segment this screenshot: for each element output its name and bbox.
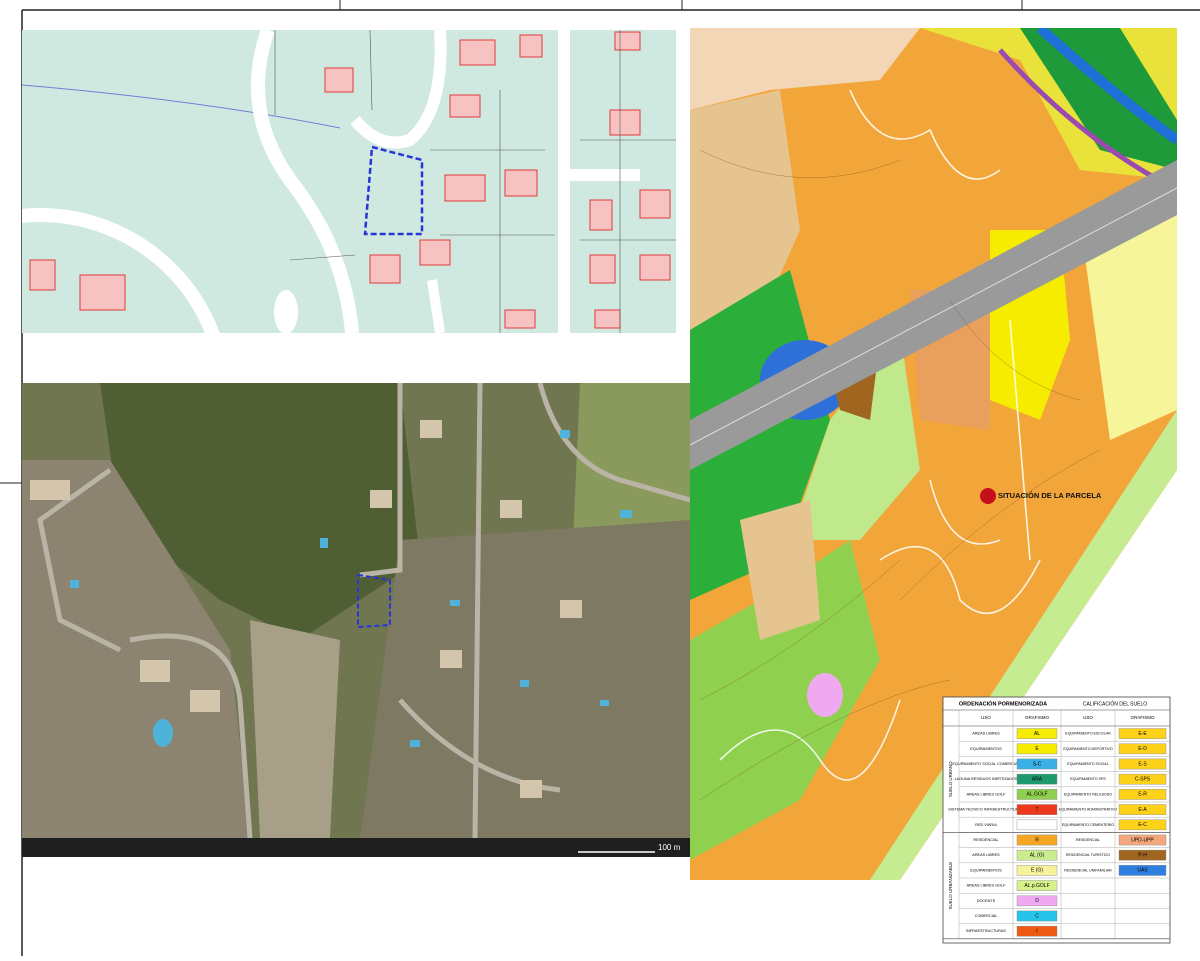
- legend-code: E-D: [1138, 746, 1147, 752]
- legend-use: RESIDENCIAL: [973, 838, 998, 842]
- legend-code: AL.p.GOLF: [1024, 883, 1049, 889]
- legend-use: COMERCIAL: [975, 914, 998, 918]
- legend-code: P-H: [1138, 853, 1147, 859]
- legend-use: INFRAESTRUCTURAS: [966, 929, 1006, 933]
- legend-code: S-C: [1033, 761, 1042, 767]
- legend-use: AREAS LIBRES: [972, 732, 1000, 736]
- legend-code: E (G): [1031, 868, 1043, 874]
- legend-code: E-C: [1138, 822, 1147, 828]
- legend-use: SISTEMA TECNICO INFRAESTRUCTURAS: [948, 808, 1024, 812]
- legend-group: SUELO URBANIZABLE: [948, 862, 953, 910]
- legend-code: AL.GOLF: [1026, 792, 1047, 798]
- legend-use: RESIDENCIAL UNIFAMILIAR: [1064, 868, 1112, 872]
- legend-swatch: [1118, 834, 1167, 846]
- legend-swatch: [1118, 773, 1167, 785]
- legend: ORDENACIÓN PORMENORIZADA CALIFICACIÓN DEL…: [942, 696, 1171, 944]
- legend-title: ORDENACIÓN PORMENORIZADA: [959, 699, 1047, 707]
- legend-swatch: [1016, 895, 1058, 907]
- legend-swatch: [1016, 865, 1058, 876]
- legend-use: RESIDENCIAL: [1076, 838, 1100, 842]
- legend-swatch: [1118, 804, 1167, 815]
- legend-swatch: [1016, 910, 1058, 922]
- legend-code: E: [1035, 746, 1039, 752]
- legend-use: EQUIPAMIENTO CEMENTERIO: [1062, 823, 1114, 827]
- parcel-label: SITUACIÓN DE LA PARCELA: [998, 491, 1102, 500]
- legend-code: ARA: [1032, 777, 1043, 783]
- legend-use: EQUIPAMIENTOS: [970, 868, 1002, 872]
- legend-code: AL: [1034, 731, 1040, 737]
- legend-swatch: [1016, 880, 1058, 891]
- legend-code: E-S: [1138, 761, 1147, 767]
- legend-swatch: [1016, 773, 1058, 785]
- scale-strip: [22, 838, 690, 857]
- legend-header: USO: [981, 715, 991, 720]
- legend-use: EQUIPAMIENTO RELIGIOSO: [1064, 792, 1112, 796]
- legend-code: I: [1036, 929, 1037, 935]
- legend-use: EQUIPAMIENTO ADMINISTRATIVO: [1059, 808, 1118, 812]
- zoning-map: [690, 28, 1177, 880]
- scale-label: 100 m: [658, 843, 681, 852]
- parcel-marker: [980, 488, 996, 504]
- legend-swatch: [1016, 925, 1058, 937]
- cadastral-map: [22, 30, 676, 333]
- legend-code: E-E: [1138, 731, 1147, 737]
- legend-use: EQUIPAMIENTO SOCIAL COMERCIAL: [952, 762, 1019, 766]
- legend-code: UAS: [1137, 868, 1148, 874]
- legend-swatch: [1016, 849, 1058, 861]
- legend-header: USO: [1083, 715, 1093, 720]
- legend-swatch: [1118, 743, 1167, 755]
- legend-code: UPD-UPP: [1131, 837, 1154, 843]
- legend-use: RESIDENCIAL TURISTICO: [1066, 853, 1110, 857]
- legend-swatch: [1016, 804, 1058, 815]
- legend-use: AREAS LIBRES GOLF: [967, 792, 1007, 796]
- legend-swatch: [1118, 849, 1167, 861]
- legend-code: AL (G): [1030, 853, 1045, 859]
- legend-use: LAGUNA RESIDUOS INERTIZADOS: [955, 777, 1018, 781]
- legend-swatch: [1118, 728, 1167, 739]
- legend-use: EQUIPAMIENTO ESCOLAR: [1065, 732, 1111, 736]
- legend-swatch: [1118, 789, 1167, 800]
- legend-swatch: [1118, 758, 1167, 770]
- legend-use: DOCENTE: [977, 899, 996, 903]
- legend-code: E-R: [1138, 792, 1147, 798]
- legend-use: RED VIARIA: [975, 823, 997, 827]
- legend-code: C: [1035, 913, 1039, 919]
- legend-swatch: [1016, 743, 1058, 755]
- legend-use: EQUIPAMIENTO SPS: [1070, 777, 1106, 781]
- legend-group: SUELO URBANO: [948, 761, 953, 797]
- legend-use: EQUIPAMIENTO SOCIAL: [1067, 762, 1108, 766]
- legend-code: T: [1035, 807, 1038, 813]
- legend-swatch: [1016, 834, 1058, 846]
- legend-code: D: [1035, 898, 1039, 904]
- legend-swatch: [1016, 789, 1058, 800]
- legend-swatch: [1016, 819, 1058, 831]
- legend-code: C-SPS: [1135, 777, 1151, 783]
- legend-use: AREAS LIBRES GOLF: [967, 884, 1007, 888]
- legend-use: EQUIPAMIENTOS: [970, 747, 1002, 751]
- legend-header: GRAFISMO: [1025, 715, 1050, 720]
- legend-header: GRAFISMO: [1130, 715, 1155, 720]
- legend-code: E-A: [1138, 807, 1147, 813]
- legend-swatch: [1118, 865, 1167, 876]
- legend-swatch: [1016, 728, 1058, 739]
- legend-use: AREAS LIBRES: [972, 853, 1000, 857]
- legend-use: EQUIPAMIENTO DEPORTIVO: [1063, 747, 1113, 751]
- aerial-photo: [22, 383, 690, 838]
- legend-code: R: [1035, 837, 1039, 843]
- legend-subtitle: CALIFICACIÓN DEL SUELO: [1083, 700, 1147, 707]
- legend-swatch: [1118, 819, 1167, 831]
- legend-swatch: [1016, 758, 1058, 770]
